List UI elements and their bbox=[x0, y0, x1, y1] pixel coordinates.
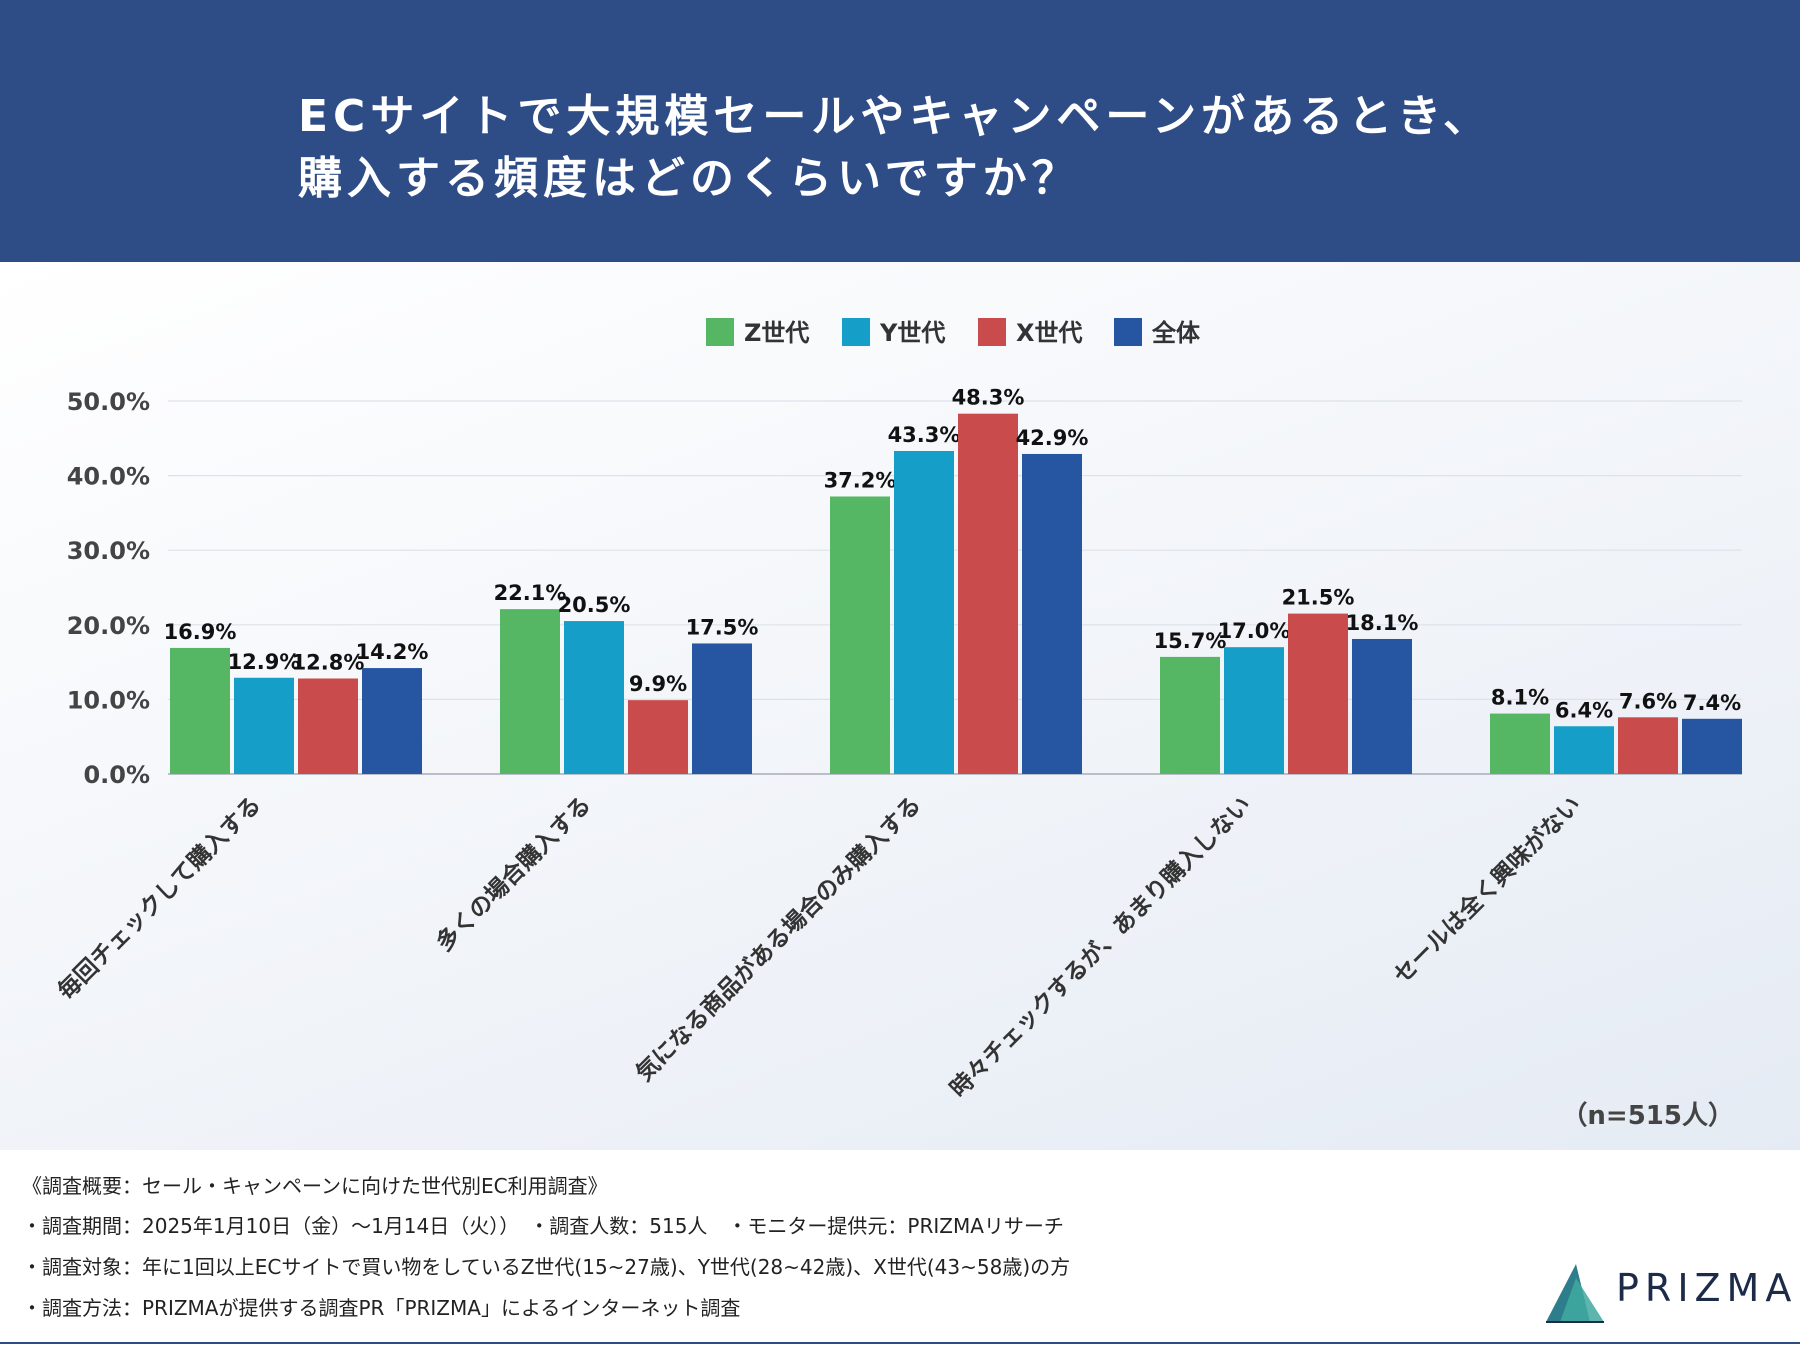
x-tick-label: 多くの場合購入する bbox=[431, 791, 596, 956]
footer-survey-period: ・調査期間：2025年1月10日（金）〜1月14日（火）） ・調査人数：515人… bbox=[22, 1214, 1064, 1238]
data-label: 7.4% bbox=[1683, 691, 1741, 715]
legend-swatch-全体 bbox=[1114, 318, 1142, 346]
survey-footer: 《調査概要：セール・キャンペーンに向けた世代別EC利用調査》 ・調査期間：202… bbox=[0, 1150, 1800, 1350]
chart-area: 0.0% 10.0% 20.0% 30.0% 40.0% 50.0% 16.9% 12.9% 1… bbox=[0, 262, 1800, 1150]
data-label: 18.1% bbox=[1346, 611, 1419, 635]
bar-全体-1 bbox=[362, 668, 422, 774]
bar-Y世代-1 bbox=[234, 677, 294, 774]
prizma-logo-icon bbox=[1546, 1264, 1604, 1323]
y-tick-label: 50.0% bbox=[67, 388, 150, 416]
bar-Y世代-5 bbox=[1554, 726, 1614, 774]
bar-Z世代-2 bbox=[500, 609, 560, 774]
legend-swatch-Z世代 bbox=[706, 318, 734, 346]
data-label: 20.5% bbox=[558, 593, 631, 617]
bottom-rule bbox=[0, 1342, 1800, 1344]
footer-survey-title: 《調査概要：セール・キャンペーンに向けた世代別EC利用調査》 bbox=[22, 1174, 608, 1198]
data-label: 12.9% bbox=[228, 650, 301, 674]
legend-label: Y世代 bbox=[879, 319, 945, 347]
data-label: 8.1% bbox=[1491, 686, 1549, 710]
y-tick-label: 10.0% bbox=[67, 686, 150, 714]
prizma-logo-text: PRIZMA bbox=[1616, 1266, 1798, 1310]
data-label: 6.4% bbox=[1555, 698, 1613, 722]
bar-Y世代-3 bbox=[894, 450, 954, 774]
data-label: 12.8% bbox=[292, 651, 365, 675]
bar-X世代-3 bbox=[958, 413, 1018, 774]
data-label: 37.2% bbox=[824, 468, 897, 492]
data-label: 42.9% bbox=[1016, 426, 1089, 450]
data-label: 43.3% bbox=[888, 423, 961, 447]
bar-chart: 0.0%10.0%20.0%30.0%40.0%50.0%16.9%12.9%1… bbox=[53, 318, 1742, 1103]
footer-survey-target: ・調査対象：年に1回以上ECサイトで買い物をしているZ世代(15~27歳)、Y世… bbox=[22, 1255, 1071, 1279]
data-label: 9.9% bbox=[629, 672, 687, 696]
data-label: 14.2% bbox=[356, 640, 429, 664]
x-tick-label: 気になる商品がある場合のみ購入する bbox=[631, 791, 927, 1087]
data-label: 15.7% bbox=[1154, 629, 1227, 653]
bar-X世代-4 bbox=[1288, 613, 1348, 774]
y-tick-label: 40.0% bbox=[67, 463, 150, 491]
legend-label: Z世代 bbox=[744, 319, 809, 347]
data-label: 17.5% bbox=[686, 615, 759, 639]
data-label: 22.1% bbox=[494, 581, 567, 605]
bar-Z世代-3 bbox=[830, 496, 890, 774]
y-tick-label: 20.0% bbox=[67, 612, 150, 640]
data-label: 16.9% bbox=[164, 620, 237, 644]
data-label: 17.0% bbox=[1218, 619, 1291, 643]
x-tick-label: 時々チェックするが、あまり購入しない bbox=[945, 791, 1257, 1103]
chart-title-line-2: 購入する頻度はどのくらいですか？ bbox=[298, 153, 1081, 204]
bar-X世代-2 bbox=[628, 700, 688, 774]
x-tick-label: 毎回チェックして購入する bbox=[53, 792, 266, 1005]
bar-Z世代-1 bbox=[170, 647, 230, 774]
legend-label: 全体 bbox=[1151, 319, 1201, 347]
bar-Y世代-4 bbox=[1224, 647, 1284, 774]
footer-survey-method: ・調査方法：PRIZMAが提供する調査PR「PRIZMA」によるインターネット調… bbox=[22, 1296, 741, 1320]
legend-swatch-X世代 bbox=[978, 318, 1006, 346]
bar-X世代-5 bbox=[1618, 717, 1678, 774]
data-label: 7.6% bbox=[1619, 689, 1677, 713]
y-tick-label: 0.0% bbox=[83, 761, 150, 789]
bar-全体-3 bbox=[1022, 453, 1082, 774]
chart-title-line-1: ECサイトで大規模セールやキャンペーンがあるとき、 bbox=[298, 91, 1493, 142]
y-tick-label: 30.0% bbox=[67, 537, 150, 565]
bar-全体-4 bbox=[1352, 638, 1412, 774]
data-label: 48.3% bbox=[952, 386, 1025, 410]
bar-Z世代-5 bbox=[1490, 713, 1550, 774]
data-label: 21.5% bbox=[1282, 586, 1355, 610]
bar-Z世代-4 bbox=[1160, 656, 1220, 774]
bar-全体-2 bbox=[692, 643, 752, 774]
legend-swatch-Y世代 bbox=[842, 318, 870, 346]
bar-X世代-1 bbox=[298, 678, 358, 774]
sample-size-note: （n=515人） bbox=[1561, 1101, 1734, 1131]
header-banner: ECサイトで大規模セールやキャンペーンがあるとき、 購入する頻度はどのくらいです… bbox=[0, 0, 1800, 262]
x-tick-label: セールは全く興味がない bbox=[1388, 791, 1586, 989]
legend-label: X世代 bbox=[1016, 319, 1083, 347]
prizma-logo: PRIZMA bbox=[1540, 1258, 1791, 1328]
bar-Y世代-2 bbox=[564, 621, 624, 774]
bar-全体-5 bbox=[1682, 718, 1742, 774]
